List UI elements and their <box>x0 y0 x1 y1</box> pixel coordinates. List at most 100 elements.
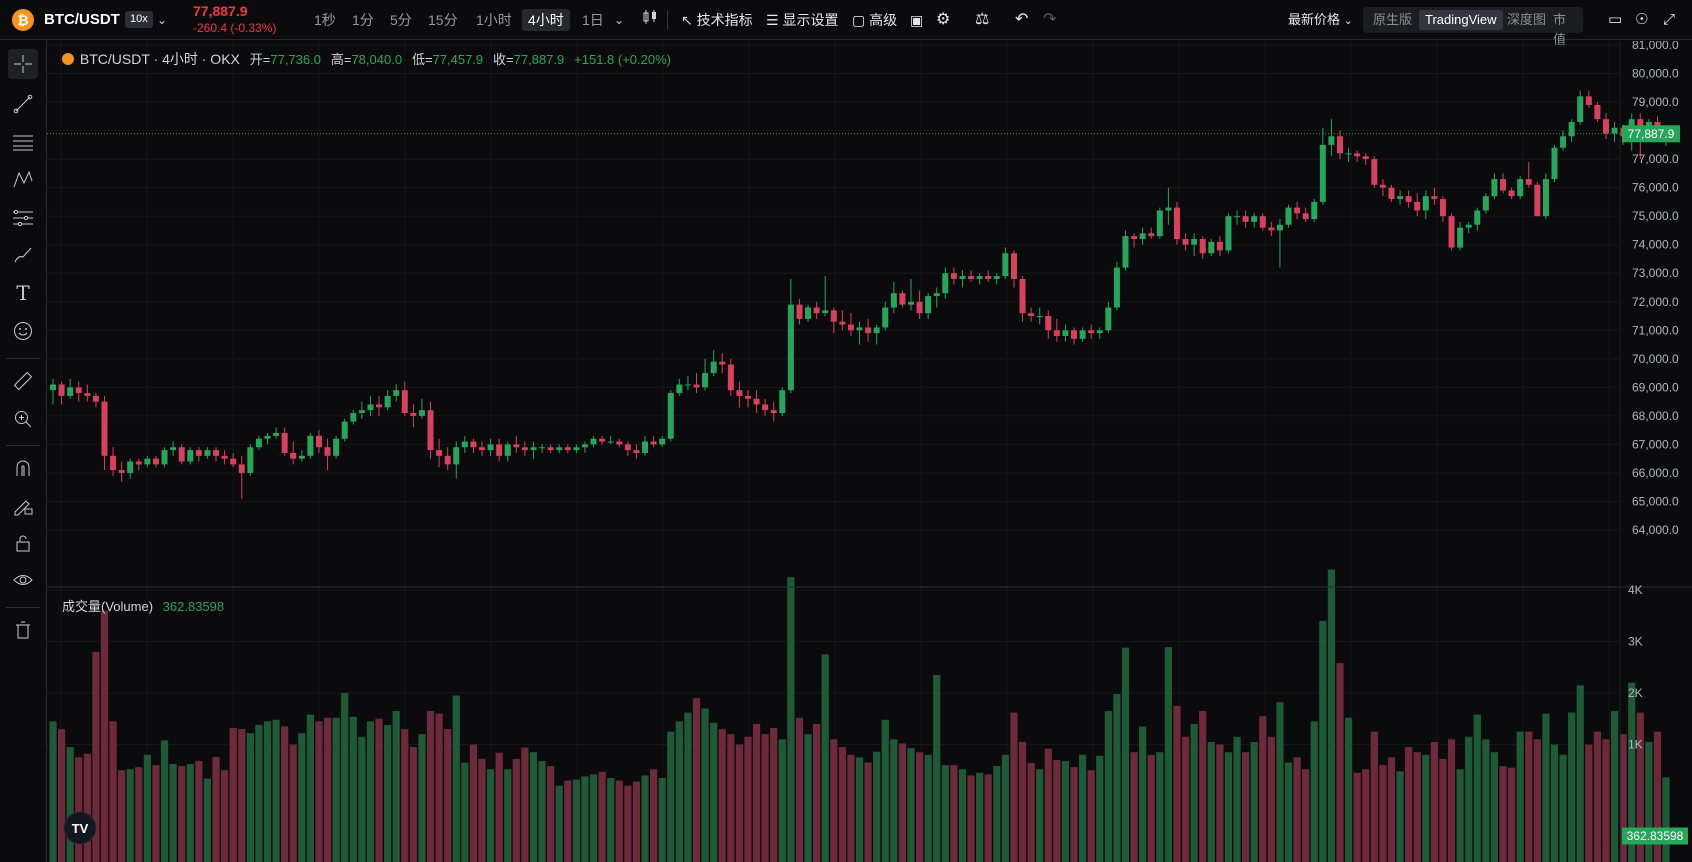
camera-icon[interactable]: ☉ <box>1635 11 1649 28</box>
candle-body <box>950 273 957 279</box>
legend-symbol-icon <box>62 53 74 65</box>
trend-line-icon[interactable] <box>8 89 38 119</box>
interval-more-chevron-icon[interactable]: ⌄ <box>614 13 625 27</box>
candle-body <box>933 293 940 297</box>
volume-bar <box>1018 741 1027 862</box>
advanced-button[interactable]: ▢ 高级 <box>852 9 897 31</box>
volume-bar <box>1224 752 1233 862</box>
symbol-name[interactable]: BTC/USDT <box>44 11 120 28</box>
volume-bar <box>770 728 778 862</box>
price-chart-area[interactable]: 81,000.080,000.079,000.078,000.077,000.0… <box>47 41 1692 862</box>
version-tradingview[interactable]: TradingView <box>1419 10 1503 30</box>
price-type-select[interactable]: 最新价格 ⌄ <box>1288 9 1353 31</box>
candle-body <box>719 361 726 365</box>
version-depth[interactable]: 深度图 <box>1507 12 1547 27</box>
version-market-cap[interactable]: 市值 <box>1553 12 1567 47</box>
candle-body <box>273 433 280 436</box>
brush-icon[interactable] <box>8 240 38 270</box>
bitcoin-icon: ₿ <box>12 9 34 31</box>
volume-bar <box>401 729 409 862</box>
screenshot-tool-icon[interactable]: ▣ <box>910 12 924 28</box>
trash-icon[interactable] <box>8 615 38 645</box>
crosshair-icon[interactable] <box>8 49 38 79</box>
volume-bar <box>1207 741 1215 862</box>
interval-5m[interactable]: 5分 <box>390 12 412 28</box>
volume-bar <box>1636 712 1644 862</box>
ruler-icon[interactable] <box>8 366 38 396</box>
volume-bar <box>1259 716 1267 862</box>
undo-icon[interactable]: ↶ <box>1015 11 1029 28</box>
volume-bar <box>958 769 967 862</box>
interval-1h[interactable]: 1小时 <box>476 12 512 28</box>
indicators-button[interactable]: ↖ 技术指标 <box>681 9 753 31</box>
volume-bar <box>1482 739 1490 862</box>
volume-bar <box>864 762 872 862</box>
last-price: 77,887.9 <box>193 3 248 19</box>
version-native[interactable]: 原生版 <box>1373 12 1413 27</box>
pattern-icon[interactable] <box>8 164 38 194</box>
display-settings-button[interactable]: ☰ 显示设置 <box>766 9 838 31</box>
volume-bar <box>778 739 786 862</box>
candle-body <box>230 458 237 465</box>
price-tick-label: 71,000.0 <box>1632 323 1679 337</box>
volume-bar <box>1027 763 1035 862</box>
candle-body <box>1053 330 1060 336</box>
magnet-icon[interactable] <box>8 453 38 483</box>
volume-bar <box>1036 769 1044 862</box>
candle-body <box>1585 96 1592 105</box>
candle-body <box>1165 207 1172 211</box>
volume-bar <box>1199 711 1207 862</box>
candle-body <box>204 450 211 456</box>
volume-bar <box>169 764 177 862</box>
lock-drawing-icon[interactable] <box>8 490 38 520</box>
candle-body <box>762 404 769 411</box>
advanced-label: 高级 <box>869 12 898 28</box>
display-settings-label: 显示设置 <box>782 12 839 28</box>
interval-15m[interactable]: 15分 <box>428 12 458 28</box>
volume-tick-label: 1K <box>1628 738 1643 752</box>
volume-bar <box>195 760 203 862</box>
candle-body <box>461 441 468 448</box>
horizontal-lines-icon[interactable] <box>8 127 38 157</box>
text-tool-icon[interactable]: T <box>16 281 30 305</box>
candle-body <box>744 395 751 399</box>
candle-body <box>787 304 794 391</box>
candle-body <box>401 390 408 414</box>
candle-body <box>1594 104 1601 120</box>
legend-close: 收=77,887.9 <box>493 52 565 67</box>
volume-bar <box>1284 762 1293 862</box>
volume-bar <box>1576 685 1584 862</box>
layout-window-icon[interactable]: ▭ <box>1608 11 1623 28</box>
candle-body <box>770 410 777 414</box>
price-tick-label: 68,000.0 <box>1632 409 1679 423</box>
candle-body <box>959 276 966 279</box>
interval-1m[interactable]: 1分 <box>352 12 374 28</box>
interval-4h[interactable]: 4小时 <box>522 9 570 31</box>
redo-icon[interactable]: ↷ <box>1043 11 1057 28</box>
fib-icon[interactable] <box>8 203 38 233</box>
settings-gear-icon[interactable]: ⚙ <box>936 11 951 28</box>
candle-body <box>127 461 134 473</box>
volume-bar <box>873 751 881 862</box>
candle-body <box>1465 224 1472 228</box>
symbol-dropdown-chevron-icon[interactable]: ⌄ <box>157 13 168 27</box>
legend-high: 高=78,040.0 <box>330 52 403 67</box>
zoom-in-icon[interactable] <box>8 404 38 434</box>
candle-type-icon[interactable] <box>642 9 658 31</box>
volume-bar <box>1087 770 1095 862</box>
compare-scale-icon[interactable]: ⚖ <box>975 11 990 28</box>
candle-body <box>1457 227 1464 248</box>
candle-body <box>487 444 494 451</box>
volume-label: 成交量(Volume) <box>62 599 154 614</box>
volume-bar <box>821 654 829 862</box>
candle-body <box>1611 127 1618 134</box>
svg-text:77,887.9: 77,887.9 <box>1628 127 1675 141</box>
emoji-icon[interactable] <box>8 316 38 346</box>
interval-1s[interactable]: 1秒 <box>314 12 336 28</box>
volume-bar <box>83 753 91 862</box>
fullscreen-icon[interactable]: ⤢ <box>1663 11 1676 28</box>
unlock-icon[interactable] <box>8 528 38 558</box>
interval-1d[interactable]: 1日 <box>582 12 604 28</box>
eye-icon[interactable] <box>8 565 38 595</box>
volume-bar <box>847 754 855 862</box>
